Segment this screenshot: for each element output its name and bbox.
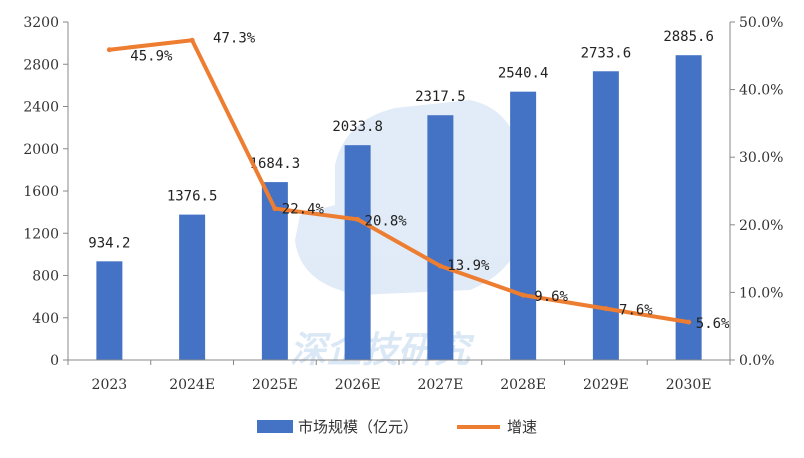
right-tick-label: 50.0% <box>739 15 783 31</box>
bar <box>96 261 123 360</box>
x-tick-label: 2023 <box>92 377 128 393</box>
line-data-label: 9.6% <box>534 289 568 305</box>
bar-data-label: 934.2 <box>88 235 130 251</box>
right-tick-label: 30.0% <box>739 150 783 166</box>
bar-data-label: 2540.4 <box>498 66 549 82</box>
right-tick-label: 10.0% <box>739 285 783 301</box>
right-tick-label: 40.0% <box>739 83 783 99</box>
left-tick-label: 1600 <box>23 184 59 200</box>
x-tick-label: 2028E <box>500 377 546 393</box>
left-tick-label: 2400 <box>23 100 59 116</box>
bar <box>261 182 288 360</box>
line-data-label: 7.6% <box>619 303 653 319</box>
line-point <box>106 47 112 53</box>
right-tick-label: 0.0% <box>739 353 775 369</box>
bar <box>344 145 371 360</box>
x-tick-label: 2030E <box>666 377 712 393</box>
legend-line-label: 增速 <box>507 418 537 436</box>
line-point <box>437 263 443 269</box>
x-axis: 2023 2024E 2025E 2026E 2027E 2028E 2029E 2030E <box>67 359 731 393</box>
growth-line <box>107 38 691 325</box>
left-tick-label: 0 <box>50 353 59 369</box>
line-data-label: 20.8% <box>365 213 408 229</box>
line-point <box>603 306 609 312</box>
legend-bar-swatch <box>257 420 293 433</box>
bar <box>510 91 537 360</box>
bar-data-label: 2885.6 <box>663 29 714 45</box>
bar <box>427 115 454 360</box>
bar-data-label: 1376.5 <box>167 189 218 205</box>
line-point <box>189 37 195 43</box>
bar <box>592 71 619 361</box>
x-tick-label: 2029E <box>583 377 629 393</box>
bar-data-label: 2733.6 <box>581 45 632 61</box>
left-tick-label: 400 <box>32 311 59 327</box>
right-tick-label: 20.0% <box>739 218 783 234</box>
left-tick-label: 3200 <box>23 15 59 31</box>
left-tick-label: 800 <box>32 269 59 285</box>
watermark-logo-icon <box>295 100 525 295</box>
line-data-label: 5.6% <box>696 316 730 332</box>
line-data-label: 13.9% <box>447 258 490 274</box>
bar-data-label: 2317.5 <box>415 89 466 105</box>
left-axis: 0 400 800 1200 1600 2000 2400 2800 3200 <box>23 15 69 369</box>
line-point <box>355 216 361 222</box>
bar <box>675 55 702 361</box>
x-tick-label: 2026E <box>335 377 381 393</box>
line-data-label: 45.9% <box>130 49 173 65</box>
line-data-label: 47.3% <box>213 30 256 46</box>
right-axis: 0.0% 10.0% 20.0% 30.0% 40.0% 50.0% <box>729 15 783 369</box>
x-tick-label: 2025E <box>252 377 298 393</box>
bar <box>179 214 206 360</box>
line-data-label: 22.4% <box>282 202 325 218</box>
watermark: 深企技研究 <box>290 100 525 371</box>
bar-data-label: 1684.3 <box>250 156 301 172</box>
x-tick-label: 2024E <box>169 377 215 393</box>
left-tick-label: 1200 <box>23 226 59 242</box>
bar-data-label: 2033.8 <box>332 119 383 135</box>
legend-bar-label: 市场规模（亿元） <box>298 418 418 436</box>
left-tick-label: 2800 <box>23 57 59 73</box>
plot-area: 934.2 1376.5 1684.3 2033.8 2317.5 2540.4 2733.… <box>88 29 730 361</box>
line-point <box>520 292 526 298</box>
x-tick-label: 2027E <box>417 377 463 393</box>
left-tick-label: 2000 <box>23 142 59 158</box>
line-point <box>686 319 692 325</box>
line-point <box>272 206 278 212</box>
legend: 市场规模（亿元） 增速 <box>257 418 537 436</box>
